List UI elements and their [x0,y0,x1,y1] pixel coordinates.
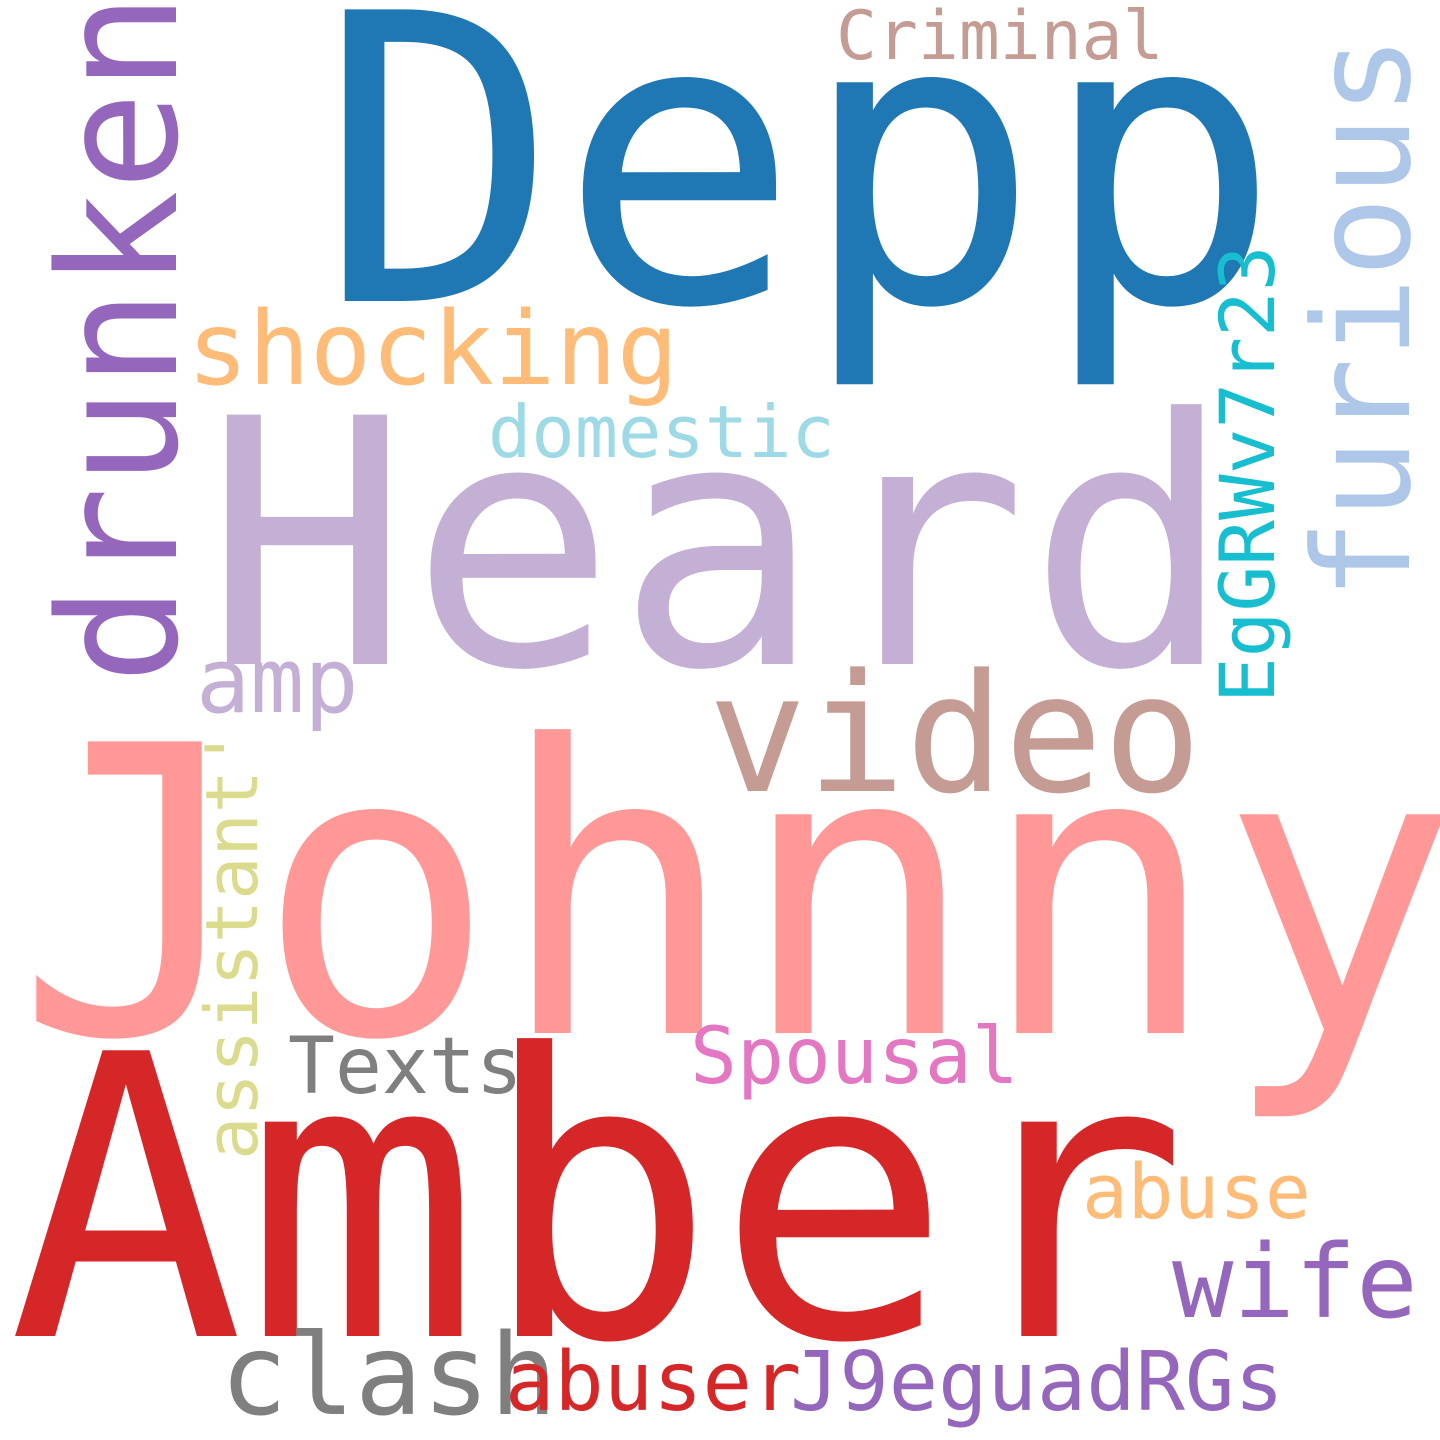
word-wife: wife [1172,1223,1418,1342]
word-j9eguadrgs: J9eguadRGs [790,1335,1284,1430]
word-criminal: Criminal [836,0,1164,76]
word-abuser: abuser [505,1335,802,1430]
word-heard: Heard [204,347,1234,745]
word-shocking: shocking [187,290,679,409]
word-video: video [708,639,1202,830]
word-drunken: drunken [24,0,215,684]
word-amber: Amber [8,973,1189,1429]
word-depp: Depp [318,0,1282,396]
word-texts: Texts [288,1022,523,1112]
word-amp: amp [196,629,359,734]
word-furious: furious [1285,35,1440,600]
word-clash: clash [220,1311,558,1440]
word-abuse: abuse [1082,1147,1311,1236]
word-domestic: domestic [488,390,835,474]
word-egrwv7r23: EgGRWv7r23 [1203,245,1292,703]
word-spousal: Spousal [690,1012,1019,1102]
word-johnny: Johnny [15,663,1440,1128]
